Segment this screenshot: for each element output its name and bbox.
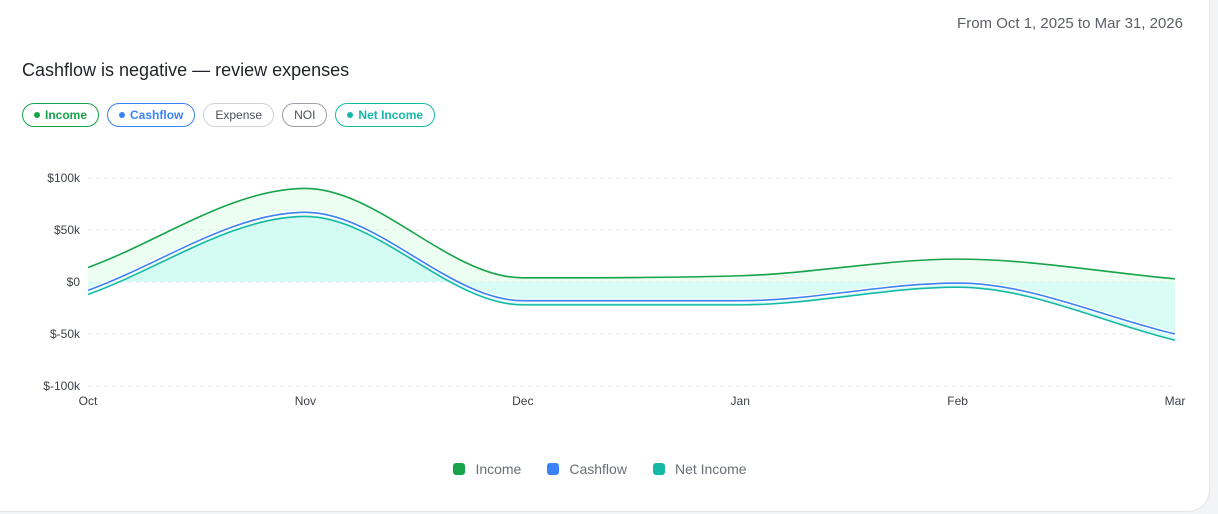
y-tick-label: $50k bbox=[54, 223, 81, 237]
y-tick-label: $100k bbox=[47, 171, 81, 185]
filter-pill-label: Income bbox=[45, 108, 88, 122]
filter-pill-income[interactable]: Income bbox=[22, 103, 100, 127]
y-tick-label: $-100k bbox=[43, 379, 81, 393]
x-tick-label: Nov bbox=[295, 394, 316, 408]
legend-label: Income bbox=[475, 461, 522, 477]
x-tick-label: Jan bbox=[731, 394, 750, 408]
net-income-line bbox=[87, 215, 1176, 342]
x-tick-label: Dec bbox=[512, 394, 533, 408]
filter-pill-label: Cashflow bbox=[130, 108, 184, 122]
filter-pill-noi[interactable]: NOI bbox=[282, 103, 328, 127]
chart-legend: Income Cashflow Net Income bbox=[0, 461, 1200, 477]
filter-pill-expense[interactable]: Expense bbox=[203, 103, 275, 127]
cashflow-dot-icon bbox=[119, 112, 126, 118]
filter-pill-label: Net Income bbox=[358, 108, 424, 122]
x-tick-label: Feb bbox=[947, 394, 968, 408]
net-income-dot-icon bbox=[347, 112, 354, 118]
income-dot-icon bbox=[34, 112, 40, 118]
y-tick-label: $0 bbox=[67, 275, 81, 289]
legend-item-net-income[interactable]: Net Income bbox=[652, 461, 747, 477]
net-income-area bbox=[88, 216, 1175, 341]
filter-pill-label: Expense bbox=[215, 108, 263, 122]
net-income-swatch-icon bbox=[652, 463, 665, 475]
income-line bbox=[87, 187, 1176, 280]
series-filter-pills: Income Cashflow Expense NOI Net Income bbox=[22, 103, 436, 127]
date-range-label: From Oct 1, 2025 to Mar 31, 2026 bbox=[957, 15, 1183, 32]
filter-pill-net-income[interactable]: Net Income bbox=[335, 103, 436, 127]
legend-item-cashflow[interactable]: Cashflow bbox=[547, 461, 627, 477]
filter-pill-label: NOI bbox=[294, 108, 316, 122]
legend-label: Net Income bbox=[674, 461, 747, 477]
legend-item-income[interactable]: Income bbox=[453, 461, 521, 477]
x-tick-label: Oct bbox=[79, 394, 98, 408]
x-tick-label: Mar bbox=[1165, 394, 1186, 408]
legend-label: Cashflow bbox=[569, 461, 627, 477]
chart-title: Cashflow is negative — review expenses bbox=[22, 60, 350, 80]
income-swatch-icon bbox=[453, 463, 466, 475]
y-tick-label: $-50k bbox=[50, 327, 81, 341]
cashflow-swatch-icon bbox=[547, 463, 560, 475]
cashflow-line bbox=[87, 211, 1176, 335]
filter-pill-cashflow[interactable]: Cashflow bbox=[107, 103, 196, 127]
